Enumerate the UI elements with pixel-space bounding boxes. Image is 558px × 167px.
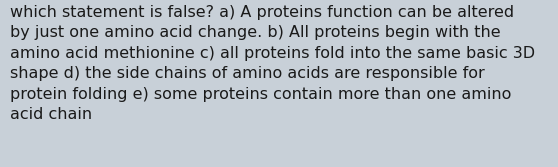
Text: which statement is false? a) A proteins function can be altered
by just one amin: which statement is false? a) A proteins … [10,5,535,122]
